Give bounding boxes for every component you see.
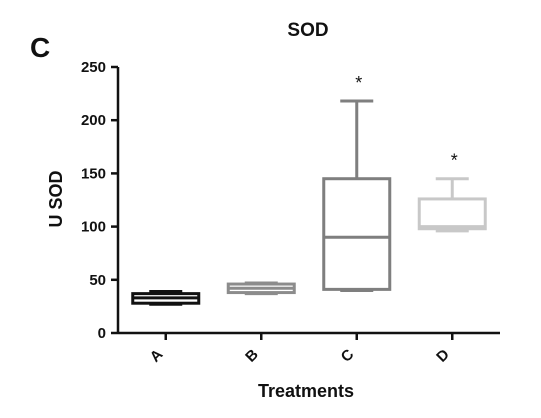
box-series: ** [131,73,487,306]
y-axis-ticks: 0 50 100 150 200 250 [81,59,118,342]
y-tick-label: 150 [81,165,106,182]
panel-label: C [30,32,50,63]
box-A [131,290,201,306]
y-tick-label: 250 [81,59,106,76]
significance-marker: * [355,73,362,93]
x-tick-label: C [338,346,358,366]
y-tick-label: 200 [81,112,106,129]
y-tick-label: 0 [98,325,106,342]
box-iqr [322,177,392,291]
y-tick-label: 50 [89,272,106,289]
significance-marker: * [451,151,458,171]
box-B [226,281,296,296]
chart-title: SOD [287,20,328,41]
x-tick-label: D [433,346,453,366]
y-axis-label: U SOD [46,170,66,227]
x-axis-label: Treatments [258,381,354,401]
x-tick-label: B [242,346,262,366]
y-tick-label: 100 [81,219,106,236]
box-D: * [417,151,487,233]
x-tick-label: A [147,346,167,366]
box-iqr [417,197,487,231]
x-axis-ticks: A B C D [147,333,454,366]
box-C: * [322,73,392,292]
